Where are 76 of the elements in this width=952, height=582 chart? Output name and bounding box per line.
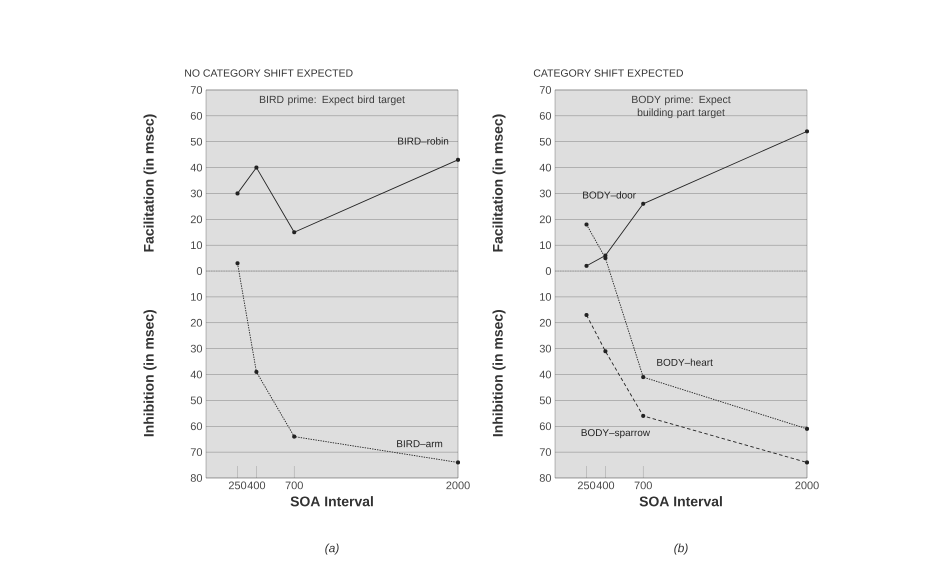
x-axis-title: SOA Interval <box>640 496 722 506</box>
chart-title: CATEGORY SHIFT EXPECTED <box>534 69 683 77</box>
x-tick-label: 700 <box>286 482 303 490</box>
point <box>292 434 296 439</box>
y-tick-label: 30 <box>190 344 202 353</box>
point <box>235 191 240 196</box>
y-tick-label: 20 <box>190 215 202 224</box>
x-axis-title: SOA Interval <box>290 496 373 506</box>
text: (a) <box>325 544 339 555</box>
y-axis-title: Facilitation (in msec) <box>144 114 157 252</box>
text: Inhibition (in msec) <box>144 310 157 436</box>
x-tick-label: 700 <box>634 482 652 490</box>
point <box>456 460 460 465</box>
point <box>603 256 608 260</box>
y-tick-label: 20 <box>190 318 202 327</box>
y-tick-label: 10 <box>191 241 202 250</box>
y-tick-label: 70 <box>540 448 552 456</box>
y-tick-label: 10 <box>540 293 552 301</box>
point <box>641 202 646 206</box>
point <box>804 460 810 465</box>
text: Inhibition (in msec) <box>492 310 506 436</box>
y-tick-label: 60 <box>540 112 552 120</box>
y-tick-label: 40 <box>540 164 552 172</box>
annotation: BIRD prime: Expect bird target <box>260 95 405 106</box>
chart-title: NO CATEGORY SHIFT EXPECTED <box>185 69 353 77</box>
y-tick-label: 60 <box>190 112 202 120</box>
y-tick-label: 30 <box>540 344 552 353</box>
y-tick-label: 70 <box>190 448 202 456</box>
series-label: BODY–sparrow <box>582 429 650 438</box>
series-label: BIRD–arm <box>397 440 442 448</box>
y-tick-label: 20 <box>540 215 552 224</box>
y-tick-label: 40 <box>540 370 552 378</box>
y-tick-label: 10 <box>191 293 202 301</box>
x-tick-label: 400 <box>596 482 614 490</box>
point <box>584 312 589 318</box>
y-tick-label: 10 <box>540 241 552 250</box>
y-axis-title: Facilitation (in msec) <box>492 114 506 252</box>
y-tick-label: 40 <box>190 370 202 378</box>
point <box>292 230 296 234</box>
point <box>456 158 460 162</box>
point <box>603 349 608 354</box>
x-tick-label: 250 <box>228 482 246 490</box>
point <box>254 370 258 374</box>
y-tick-label: 80 <box>190 474 202 482</box>
y-tick-label: 20 <box>540 318 552 327</box>
y-tick-label: 50 <box>540 138 552 146</box>
y-tick-label: 60 <box>540 422 552 430</box>
y-tick-label: 70 <box>540 86 552 94</box>
x-tick-label: 2000 <box>795 482 819 490</box>
x-tick-label: 250 <box>578 482 596 490</box>
y-tick-label: 50 <box>540 396 552 404</box>
y-tick-label: 60 <box>190 422 202 430</box>
x-tick-label: 2000 <box>446 482 470 490</box>
series-label: BODY–heart <box>657 358 713 366</box>
y-tick-label: 30 <box>540 190 552 198</box>
point <box>804 129 810 134</box>
y-tick-label: 40 <box>190 164 202 172</box>
y-tick-label: 80 <box>540 474 552 482</box>
y-tick-label: 50 <box>190 396 202 404</box>
point <box>804 426 810 431</box>
y-tick-label: 70 <box>190 86 202 94</box>
point <box>254 166 258 170</box>
point <box>584 222 589 227</box>
series-label: BIRD–robin <box>398 137 448 145</box>
point <box>235 261 240 266</box>
point <box>641 414 646 418</box>
point <box>641 375 646 380</box>
x-tick-label: 400 <box>248 482 266 490</box>
y-tick-label: 50 <box>190 138 202 146</box>
y-tick-label: 0 <box>546 267 552 275</box>
series-label: BODY–door <box>583 191 636 199</box>
y-tick-label: 30 <box>190 190 202 198</box>
point <box>584 264 589 268</box>
text: (b) <box>674 544 688 555</box>
annotation: BODY prime: Expect building part target <box>632 95 731 118</box>
y-tick-label: 0 <box>196 267 202 275</box>
